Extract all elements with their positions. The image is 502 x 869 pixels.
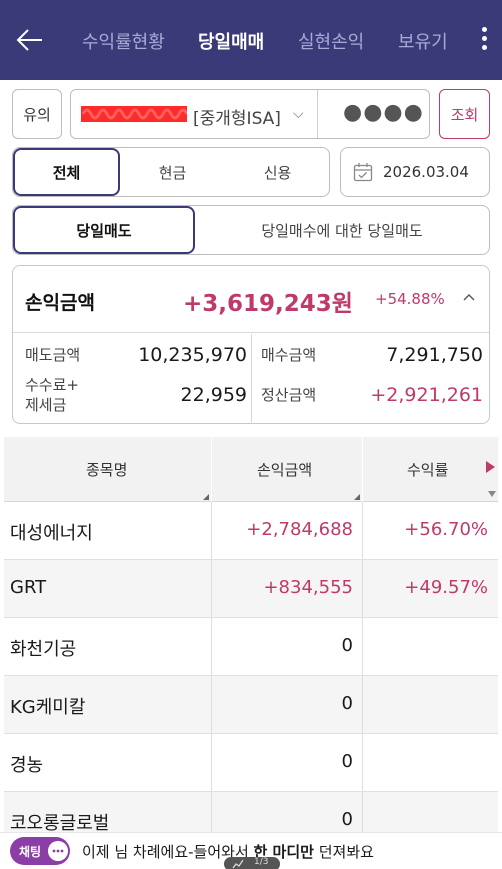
account-select[interactable]: [중개형ISA] ⌵ ●●●● [70,89,430,139]
stock-pnl: 0 [341,809,353,830]
app-header: 수익률현황 당일매매 실현손익 보유기 [0,0,502,80]
segment-cash[interactable]: 현금 [158,163,187,182]
fee-label-line1: 수수료+ [25,376,79,394]
buy-amount-label: 매수금액 [261,346,317,364]
chat-label: 채팅 [19,845,42,859]
pnl-summary-header[interactable]: 손익금액 +3,619,243원 +54.88% [13,266,489,333]
divider [211,618,212,676]
sell-amount-value: 10,235,970 [138,344,247,366]
tab-day-trade[interactable]: 당일매매 [198,32,265,53]
chevron-down-icon: ⌵ [293,106,304,122]
stock-pnl: 0 [341,693,353,714]
chat-message-emphasis: 한 마디만 [253,843,314,861]
sell-type-tabs: 당일매도 당일매수에 대한 당일매도 [12,205,490,255]
pnl-rate: +54.88% [375,290,445,308]
fee-value: 22,959 [180,384,247,406]
chevron-up-icon[interactable] [462,290,476,304]
page-count: 1/3 [254,857,269,867]
tab-realized-pnl[interactable]: 실현손익 [298,32,365,53]
table-row[interactable]: 경농 0 [4,734,498,792]
tab-holdings[interactable]: 보유기 [398,32,448,53]
stock-pnl: +834,555 [263,577,353,598]
divider [211,560,212,618]
divider [362,560,363,618]
divider [211,502,212,560]
query-button[interactable]: 조회 [439,89,490,139]
divider [362,792,363,832]
divider [362,502,363,560]
table-row[interactable]: 코오롱글로벌 0 [4,792,498,832]
divider [362,676,363,734]
table-row[interactable]: 화천기공 0 [4,618,498,676]
sell-amount-label: 매도금액 [25,346,81,364]
divider [251,334,252,424]
credit-type-segment: 전체 현금 신용 [12,147,330,197]
stock-pnl: +2,784,688 [246,519,353,540]
pnl-amount: +3,619,243원 [183,291,353,317]
fee-label-line2: 제세금 [25,396,67,414]
header-yield[interactable]: 수익률 [407,461,449,479]
stock-yield: +56.70% [404,519,488,540]
stock-yield: +49.57% [404,577,488,598]
chat-banner[interactable]: 채팅 이제 님 차례에요-들어와서 한 마디만 던져봐요 1/3 [0,832,502,869]
account-row: 유의 [중개형ISA] ⌵ ●●●● 조회 [12,89,490,139]
divider [211,792,212,832]
resize-handle-icon [203,494,209,500]
pnl-summary-card: 손익금액 +3,619,243원 +54.88% 매도금액 10,235,970… [12,265,490,424]
tab-day-sell-of-day-buy[interactable]: 당일매수에 대한 당일매도 [261,221,423,240]
divider [211,676,212,734]
chat-message: 이제 님 차례에요-들어와서 한 마디만 던져봐요 [82,841,374,862]
more-menu-icon[interactable] [480,24,488,56]
chat-message-part: 던져봐요 [313,843,374,861]
chart-icon [232,859,244,869]
stock-name: 코오롱글로벌 [10,813,110,832]
pnl-label: 손익금액 [25,292,95,314]
divider [211,734,212,792]
table-row[interactable]: KG케미칼 0 [4,676,498,734]
table-header: 종목명 손익금액 수익률 [4,437,498,502]
redacted-account-number [81,106,187,122]
account-type: [중개형ISA] [193,109,281,129]
password-field[interactable]: ●●●● [343,100,424,125]
divider [362,618,363,676]
table-row[interactable]: GRT +834,555 +49.57% [4,560,498,618]
stock-table: 대성에너지 +2,784,688 +56.70% GRT +834,555 +4… [4,502,498,832]
page-indicator: 1/3 [224,857,280,869]
segment-credit[interactable]: 신용 [263,163,292,182]
chat-button[interactable]: 채팅 [10,837,70,865]
stock-name: 화천기공 [10,639,77,660]
chat-bubble-icon [48,841,68,861]
stock-name: 대성에너지 [10,523,93,544]
divider [362,437,363,502]
header-stock-name[interactable]: 종목명 [86,461,128,479]
table-row[interactable]: 대성에너지 +2,784,688 +56.70% [4,502,498,560]
pnl-summary-details: 매도금액 10,235,970 매수금액 7,291,750 수수료+ 제세금 … [13,334,489,424]
tab-day-sell[interactable]: 당일매도 [13,206,195,254]
tab-yield-status[interactable]: 수익률현황 [82,32,165,53]
chat-message-part: 이제 님 차례에요-들어와서 [82,843,254,861]
buy-amount-value: 7,291,750 [386,344,483,366]
divider [362,734,363,792]
divider [211,437,212,502]
sort-down-icon [488,491,496,497]
stock-pnl: 0 [341,635,353,656]
stock-name: 경농 [10,755,44,776]
scroll-right-icon[interactable] [486,461,495,473]
date-value: 2026.03.04 [383,163,469,181]
stock-name: KG케미칼 [10,697,86,718]
segment-all[interactable]: 전체 [13,148,120,196]
stock-pnl: 0 [341,751,353,772]
settle-amount-label: 정산금액 [261,386,317,404]
date-picker[interactable]: 2026.03.04 [340,147,490,197]
notice-button[interactable]: 유의 [12,89,62,139]
divider [317,90,318,138]
stock-name: GRT [10,577,47,598]
back-arrow-icon[interactable] [14,24,46,56]
resize-handle-icon [354,494,360,500]
calendar-icon [353,163,373,182]
settle-amount-value: +2,921,261 [370,384,483,406]
header-pnl-amount[interactable]: 손익금액 [257,461,313,479]
